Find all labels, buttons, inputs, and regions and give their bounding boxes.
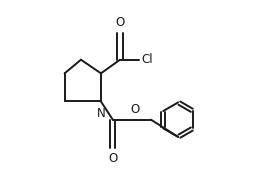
Text: O: O — [108, 152, 117, 165]
Text: Cl: Cl — [141, 53, 153, 66]
Text: O: O — [130, 103, 139, 116]
Text: O: O — [115, 16, 125, 29]
Text: N: N — [97, 107, 105, 120]
